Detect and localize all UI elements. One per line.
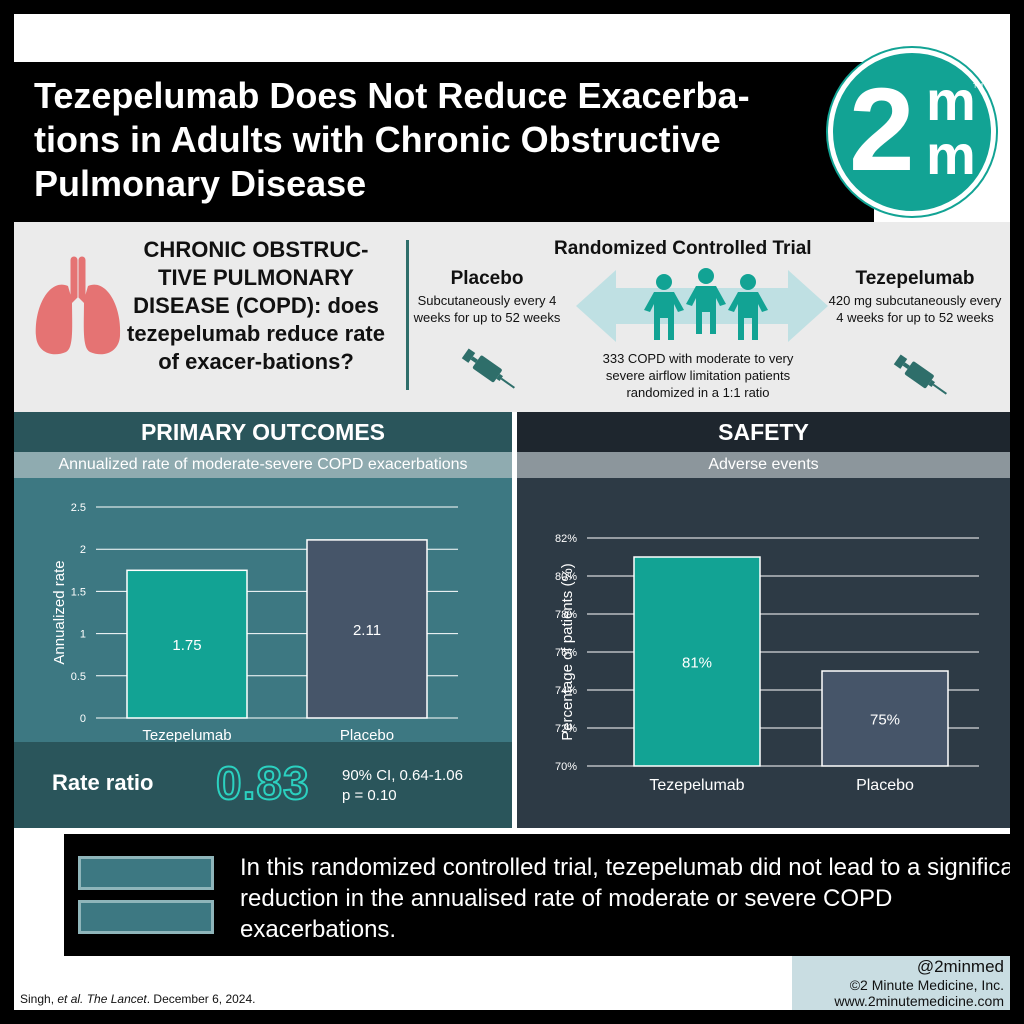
logo-trademark: TM [973, 83, 984, 90]
copyright: ©2 Minute Medicine, Inc. [849, 977, 1004, 993]
confidence-interval: 90% CI, 0.64-1.06 [342, 767, 463, 784]
trial-design-title: Randomized Controlled Trial [554, 238, 812, 259]
bar [821, 670, 949, 767]
rate-ratio-label: Rate ratio [52, 770, 154, 795]
y-tick-label: 2 [80, 544, 86, 556]
brand-footer: @2minmed ©2 Minute Medicine, Inc. www.2m… [792, 956, 1010, 1010]
rate-ratio-stats: 90% CI, 0.64-1.06 p = 0.10 [342, 766, 463, 806]
primary-outcomes-subheader: Annualized rate of moderate-severe COPD … [14, 452, 512, 478]
y-tick-label: 0.5 [71, 671, 86, 683]
primary-outcomes-header: PRIMARY OUTCOMES [14, 412, 512, 452]
placebo-arm-description: Subcutaneously every 4 weeks for up to 5… [413, 293, 561, 325]
safety-subheader: Adverse events [517, 452, 1010, 478]
primary-outcomes-panel: PRIMARY OUTCOMES Annualized rate of mode… [14, 412, 512, 828]
bar-value-label: 75% [870, 712, 900, 729]
y-tick-label: 2.5 [71, 502, 86, 514]
rate-ratio-box: Rate ratio 0.83 90% CI, 0.64-1.06 p = 0.… [14, 742, 512, 828]
x-category-label: Placebo [340, 727, 394, 742]
logo-letter-bottom: m [926, 123, 976, 186]
p-value: p = 0.10 [342, 787, 397, 804]
lungs-icon [35, 256, 121, 355]
primary-bar-chart: 0 0.5 1 1.5 2 2.5 1.75 Tezepelumab 2.11 Placebo An… [51, 502, 458, 742]
x-category-label: Tezepelumab [649, 777, 744, 794]
research-question: CHRONIC OBSTRUC-TIVE PULMONARY DISEASE (… [127, 237, 385, 374]
citation-journal: The Lancet [83, 992, 147, 1006]
logo-numeral: 2 [849, 64, 915, 196]
bar [126, 569, 248, 719]
section-divider [406, 240, 409, 390]
y-tick-label: 1.5 [71, 586, 86, 598]
y-axis-label: Annualized rate [51, 560, 68, 664]
y-tick-label: 76% [555, 647, 577, 659]
tezepelumab-arm-description: 420 mg subcutaneously every 4 weeks for … [828, 293, 1002, 325]
rate-ratio-value: 0.83 [215, 756, 310, 810]
tezepelumab-arm-title: Tezepelumab [855, 268, 975, 289]
bar-value-label: 2.11 [353, 622, 381, 639]
y-tick-label: 72% [555, 723, 577, 735]
title-band: Tezepelumab Does Not Reduce Exacerba-tio… [14, 62, 874, 222]
conclusion-band: In this randomized controlled trial, tez… [64, 834, 1010, 956]
placebo-arm-title: Placebo [450, 268, 524, 289]
conclusion-text: In this randomized controlled trial, tez… [240, 854, 1010, 943]
safety-bar-chart: 70% 72% 74% 76% 78% 80% 82% 81% Tezepelumab 75% Pl… [555, 533, 979, 794]
website-url: www.2minutemedicine.com [834, 993, 1004, 1009]
syringe-icon [893, 354, 947, 395]
y-tick-label: 0 [80, 713, 86, 725]
intro-section: CHRONIC OBSTRUC-TIVE PULMONARY DISEASE (… [14, 222, 1010, 412]
safety-panel: SAFETY Adverse events 70% 72% 74% 76% 78% 80%… [517, 412, 1010, 828]
y-tick-label: 70% [555, 761, 577, 773]
cohort-description: 333 COPD with moderate to very severe ai… [602, 351, 794, 400]
y-tick-label: 74% [555, 685, 577, 697]
safety-header: SAFETY [517, 412, 1010, 452]
bar-value-label: 1.75 [172, 637, 201, 654]
decorative-bar [78, 856, 214, 890]
citation: Singh, et al. The Lancet. December 6, 20… [20, 992, 255, 1006]
bar-value-label: 81% [682, 655, 712, 672]
y-tick-label: 1 [80, 629, 86, 641]
y-tick-label: 80% [555, 571, 577, 583]
x-category-label: Tezepelumab [142, 727, 231, 742]
page-title: Tezepelumab Does Not Reduce Exacerba-tio… [34, 75, 750, 204]
citation-author: Singh, [20, 992, 58, 1006]
x-category-label: Placebo [856, 777, 914, 794]
citation-date: . December 6, 2024. [146, 992, 256, 1006]
infographic: Tezepelumab Does Not Reduce Exacerba-tio… [14, 14, 1010, 1010]
y-tick-label: 78% [555, 609, 577, 621]
y-axis-label: Percentage of patients (%) [559, 563, 576, 741]
bar [633, 556, 761, 767]
conclusion-section: In this randomized controlled trial, tez… [14, 828, 1010, 956]
y-tick-label: 82% [555, 533, 577, 545]
syringe-icon [461, 348, 515, 389]
people-icon [644, 268, 768, 340]
citation-etal: et al. [57, 992, 84, 1006]
logo-letter-top: m [926, 69, 976, 132]
brand-logo: 2 m m TM [828, 48, 996, 216]
bar [306, 539, 428, 719]
social-handle: @2minmed [916, 957, 1004, 976]
decorative-bar [78, 900, 214, 934]
